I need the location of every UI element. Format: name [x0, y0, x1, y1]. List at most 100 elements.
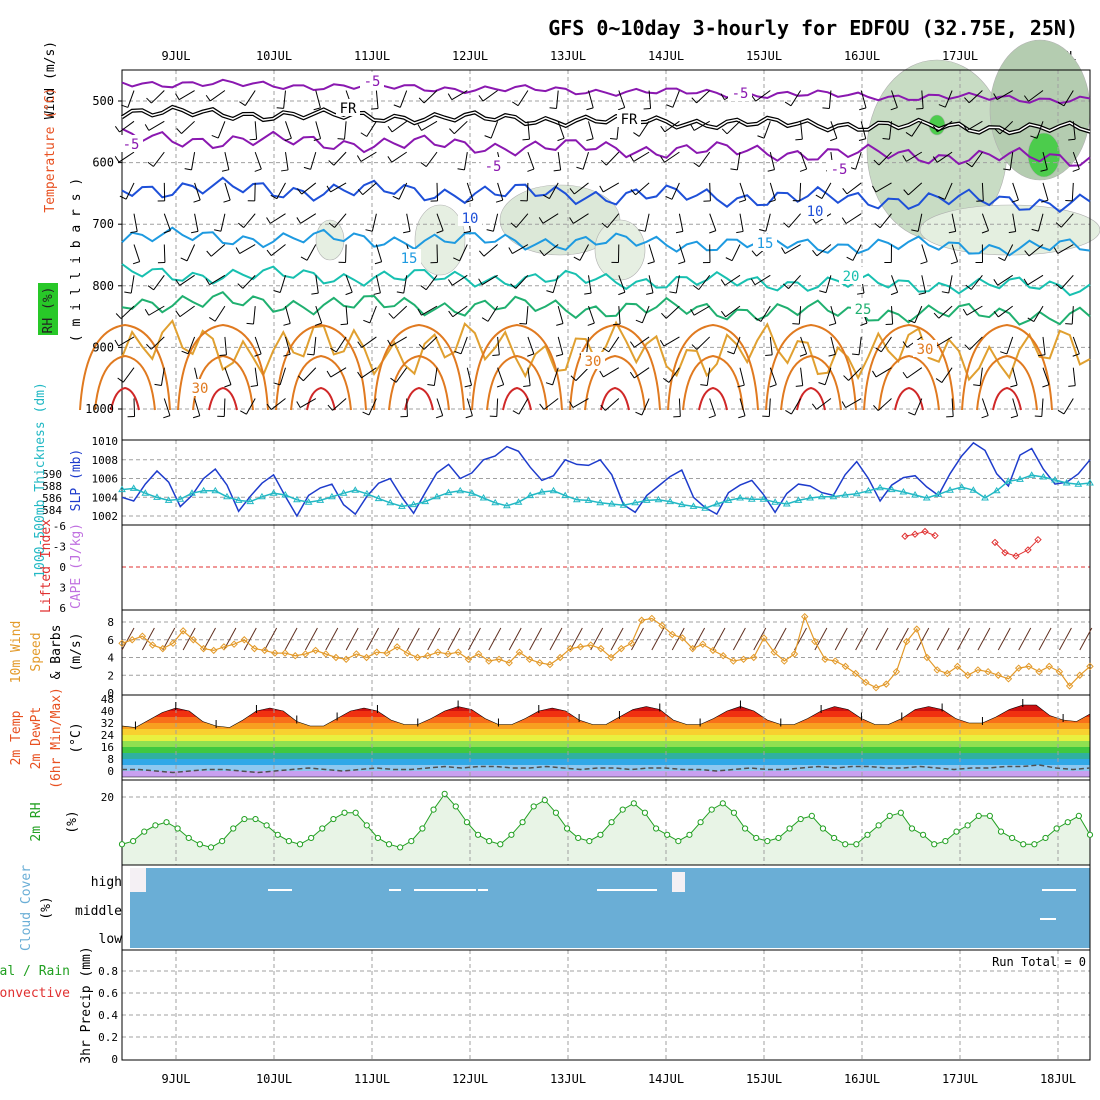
- wind-barb: [800, 151, 808, 170]
- isotherm-35: [667, 323, 759, 411]
- ylabel-rh2m-b: (%): [65, 810, 80, 833]
- surface-wind-barb: [753, 627, 767, 651]
- wind-barb: [709, 213, 717, 231]
- rh-marker: [185, 834, 192, 842]
- thickness-marker: [339, 489, 348, 496]
- surface-wind-barb: [712, 627, 726, 651]
- wind-marker: [240, 636, 248, 644]
- wind-barb-flag: [1072, 353, 1080, 357]
- wind-barb-flag: [340, 323, 348, 326]
- rh-marker: [341, 809, 348, 816]
- wind-barb-flag: [345, 291, 353, 296]
- rh-marker: [1031, 841, 1038, 848]
- wind-barb: [693, 120, 710, 131]
- wind-barb-flag: [356, 155, 362, 162]
- wind-barb-flag: [600, 404, 606, 411]
- wind-barb: [693, 305, 710, 316]
- wind-barb-flag: [721, 128, 728, 135]
- x-tick-label-bottom: 11JUL: [354, 1072, 390, 1086]
- wind-barb: [586, 336, 589, 355]
- wind-barb: [466, 367, 472, 386]
- ylabel-temp2m-b: 2m DewPt: [29, 707, 44, 770]
- isotherm-label-bg: [119, 135, 143, 152]
- wind-marker: [658, 621, 666, 630]
- isotherm-line: [121, 78, 1091, 105]
- rh-marker: [975, 812, 982, 820]
- thickness-marker: [1051, 476, 1059, 483]
- wind-barb: [224, 152, 230, 170]
- wind-barb-flag: [330, 347, 337, 353]
- wind-barb-flag: [1068, 138, 1076, 141]
- wind-barb: [301, 182, 317, 195]
- wind-barb: [345, 275, 353, 293]
- thickness-marker: [981, 494, 989, 501]
- wind-barb-flag: [270, 194, 278, 200]
- surface-wind-barb: [447, 627, 461, 651]
- wind-barb-flag: [799, 353, 807, 357]
- wind-barb-flag: [447, 93, 453, 100]
- wind-barb: [436, 182, 439, 201]
- wind-barb-flag: [154, 383, 162, 386]
- wind-barb: [638, 121, 650, 137]
- wind-barb: [557, 305, 564, 324]
- wind-barb-flag: [785, 410, 792, 415]
- thickness-marker: [386, 498, 395, 506]
- wind-barb-flag: [147, 285, 154, 291]
- rh-marker: [931, 841, 938, 848]
- wind-barb: [968, 90, 983, 104]
- wind-barb: [588, 90, 594, 109]
- wind-barb-flag: [371, 107, 379, 110]
- wind-barb: [127, 90, 135, 108]
- temp-outline: [121, 704, 1091, 778]
- wind-barb: [315, 121, 322, 139]
- wind-barb: [395, 367, 408, 383]
- wind-barb-flag: [757, 135, 765, 139]
- wind-barb: [604, 398, 620, 411]
- wind-barb-flag: [708, 415, 716, 419]
- wind-barb-flag: [941, 291, 949, 294]
- thickness-marker: [677, 500, 686, 508]
- pressure-axis: 500 600 700 800 900 1000: [85, 94, 122, 416]
- isotherm-35: [569, 323, 661, 411]
- wind-barb-flag: [337, 138, 345, 140]
- wind-barb-flag: [576, 166, 584, 170]
- wind-barb-flag: [510, 283, 516, 289]
- wind-barb-flag: [510, 222, 517, 228]
- wind-barb: [769, 152, 775, 170]
- wind-barb: [239, 244, 256, 254]
- wind-barb-flag: [720, 310, 726, 318]
- wind-barb-flag: [857, 292, 865, 295]
- x-tick-label-top: 16JUL: [844, 49, 880, 63]
- wind-barb-flag: [932, 156, 938, 163]
- wind-barb-flag: [163, 230, 171, 234]
- surface-wind-barb: [957, 627, 970, 651]
- wind-barb-flag: [266, 217, 271, 224]
- wind-barb-flag: [448, 279, 453, 286]
- rh-marker: [296, 841, 304, 848]
- wind-barb: [769, 182, 776, 201]
- wind-barb-flag: [373, 292, 381, 295]
- wind-tick-label: 8: [107, 616, 114, 629]
- rh-marker: [497, 841, 504, 848]
- isotherm-label-bg: [851, 300, 875, 317]
- wind-barb: [423, 90, 438, 104]
- surface-wind-barb: [569, 627, 583, 651]
- wind-barb: [366, 121, 377, 137]
- wind-barb: [1012, 213, 1017, 232]
- wind-barb: [736, 152, 741, 170]
- wind-barb: [517, 90, 529, 106]
- wind-marker: [984, 667, 992, 676]
- isotherm-line: [121, 291, 1091, 326]
- thickness-marker: [619, 501, 628, 508]
- lifted-tick-label: 3: [59, 582, 66, 595]
- wind-marker: [892, 667, 901, 676]
- x-tick-label-bottom: 12JUL: [452, 1072, 488, 1086]
- wind-barb: [276, 182, 286, 199]
- wind-barb-flag: [1055, 222, 1062, 228]
- wind-barb-flag: [782, 283, 789, 290]
- lifted-marker: [1001, 548, 1009, 557]
- isotherm-line: [121, 127, 1091, 167]
- wind-barb: [209, 90, 226, 102]
- temp-band: [122, 765, 1090, 771]
